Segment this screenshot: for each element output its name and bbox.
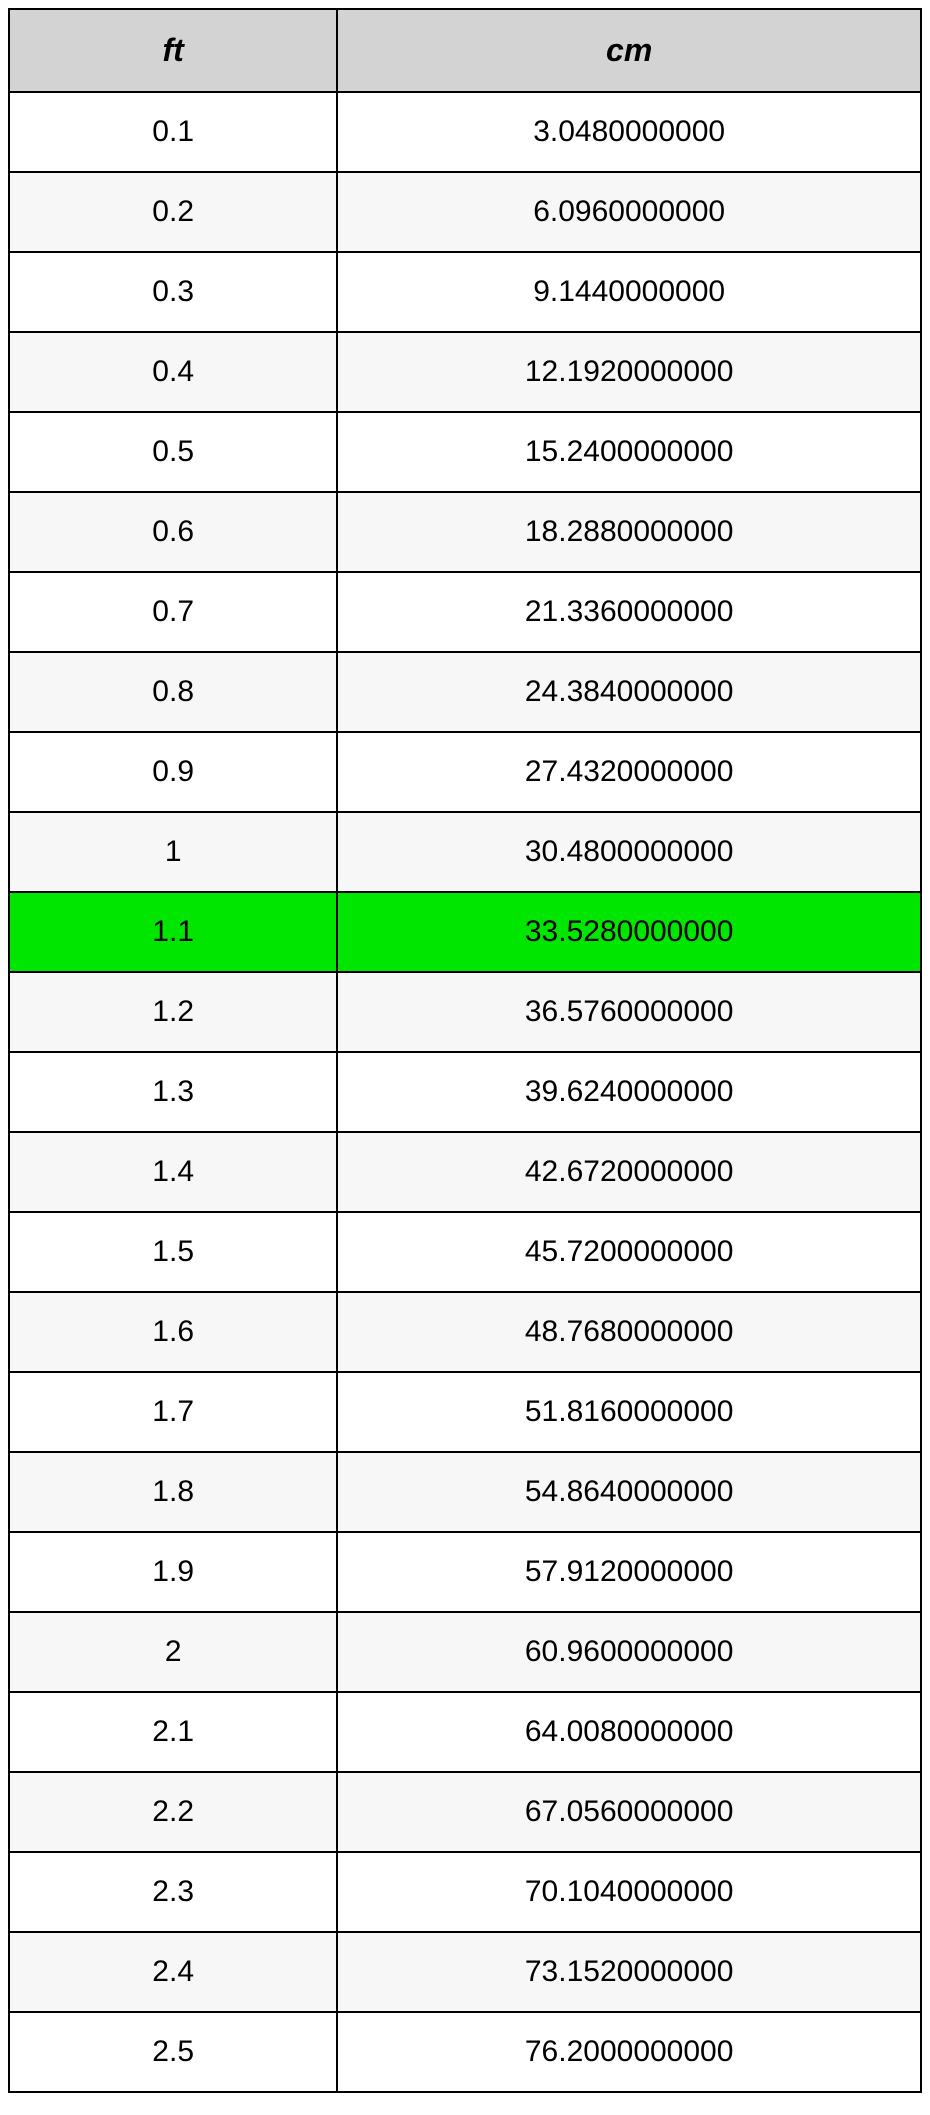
header-cm: cm <box>337 9 921 92</box>
cell-ft: 0.1 <box>9 92 337 172</box>
table-row: 1.236.5760000000 <box>9 972 921 1052</box>
cell-cm: 15.2400000000 <box>337 412 921 492</box>
cell-cm: 57.9120000000 <box>337 1532 921 1612</box>
table-row: 0.618.2880000000 <box>9 492 921 572</box>
cell-ft: 1 <box>9 812 337 892</box>
table-row: 1.751.8160000000 <box>9 1372 921 1452</box>
cell-ft: 0.4 <box>9 332 337 412</box>
cell-ft: 1.5 <box>9 1212 337 1292</box>
cell-ft: 0.3 <box>9 252 337 332</box>
cell-cm: 9.1440000000 <box>337 252 921 332</box>
cell-cm: 60.9600000000 <box>337 1612 921 1692</box>
table-row: 260.9600000000 <box>9 1612 921 1692</box>
cell-cm: 70.1040000000 <box>337 1852 921 1932</box>
cell-cm: 54.8640000000 <box>337 1452 921 1532</box>
table-row: 1.648.7680000000 <box>9 1292 921 1372</box>
table-row: 2.576.2000000000 <box>9 2012 921 2092</box>
table-row: 0.824.3840000000 <box>9 652 921 732</box>
table-row: 2.267.0560000000 <box>9 1772 921 1852</box>
header-row: ft cm <box>9 9 921 92</box>
table-row: 0.721.3360000000 <box>9 572 921 652</box>
table-row: 2.164.0080000000 <box>9 1692 921 1772</box>
cell-ft: 0.9 <box>9 732 337 812</box>
cell-cm: 24.3840000000 <box>337 652 921 732</box>
cell-ft: 1.9 <box>9 1532 337 1612</box>
cell-cm: 51.8160000000 <box>337 1372 921 1452</box>
cell-cm: 18.2880000000 <box>337 492 921 572</box>
cell-ft: 2.4 <box>9 1932 337 2012</box>
cell-cm: 73.1520000000 <box>337 1932 921 2012</box>
cell-ft: 2.1 <box>9 1692 337 1772</box>
cell-cm: 76.2000000000 <box>337 2012 921 2092</box>
cell-cm: 30.4800000000 <box>337 812 921 892</box>
table-row: 130.4800000000 <box>9 812 921 892</box>
cell-ft: 0.8 <box>9 652 337 732</box>
table-row: 1.339.6240000000 <box>9 1052 921 1132</box>
cell-cm: 67.0560000000 <box>337 1772 921 1852</box>
table-body: 0.13.04800000000.26.09600000000.39.14400… <box>9 92 921 2092</box>
cell-cm: 39.6240000000 <box>337 1052 921 1132</box>
cell-cm: 27.4320000000 <box>337 732 921 812</box>
table-row: 1.133.5280000000 <box>9 892 921 972</box>
cell-cm: 45.7200000000 <box>337 1212 921 1292</box>
table-row: 1.854.8640000000 <box>9 1452 921 1532</box>
cell-cm: 48.7680000000 <box>337 1292 921 1372</box>
cell-ft: 0.2 <box>9 172 337 252</box>
conversion-table: ft cm 0.13.04800000000.26.09600000000.39… <box>8 8 922 2093</box>
cell-ft: 1.1 <box>9 892 337 972</box>
cell-cm: 64.0080000000 <box>337 1692 921 1772</box>
table-row: 0.26.0960000000 <box>9 172 921 252</box>
cell-ft: 0.6 <box>9 492 337 572</box>
cell-cm: 36.5760000000 <box>337 972 921 1052</box>
table-row: 0.412.1920000000 <box>9 332 921 412</box>
cell-cm: 3.0480000000 <box>337 92 921 172</box>
cell-cm: 21.3360000000 <box>337 572 921 652</box>
cell-cm: 33.5280000000 <box>337 892 921 972</box>
table-row: 0.515.2400000000 <box>9 412 921 492</box>
table-row: 2.473.1520000000 <box>9 1932 921 2012</box>
table-row: 1.957.9120000000 <box>9 1532 921 1612</box>
table-header: ft cm <box>9 9 921 92</box>
cell-ft: 1.3 <box>9 1052 337 1132</box>
cell-ft: 1.7 <box>9 1372 337 1452</box>
table-row: 1.545.7200000000 <box>9 1212 921 1292</box>
cell-ft: 2.5 <box>9 2012 337 2092</box>
cell-ft: 2 <box>9 1612 337 1692</box>
header-ft: ft <box>9 9 337 92</box>
cell-ft: 1.8 <box>9 1452 337 1532</box>
cell-ft: 2.3 <box>9 1852 337 1932</box>
cell-cm: 42.6720000000 <box>337 1132 921 1212</box>
cell-ft: 0.5 <box>9 412 337 492</box>
cell-ft: 1.2 <box>9 972 337 1052</box>
cell-ft: 0.7 <box>9 572 337 652</box>
table-row: 1.442.6720000000 <box>9 1132 921 1212</box>
cell-ft: 2.2 <box>9 1772 337 1852</box>
cell-cm: 6.0960000000 <box>337 172 921 252</box>
cell-cm: 12.1920000000 <box>337 332 921 412</box>
cell-ft: 1.4 <box>9 1132 337 1212</box>
table-row: 0.13.0480000000 <box>9 92 921 172</box>
cell-ft: 1.6 <box>9 1292 337 1372</box>
table-row: 2.370.1040000000 <box>9 1852 921 1932</box>
table-row: 0.927.4320000000 <box>9 732 921 812</box>
table-row: 0.39.1440000000 <box>9 252 921 332</box>
